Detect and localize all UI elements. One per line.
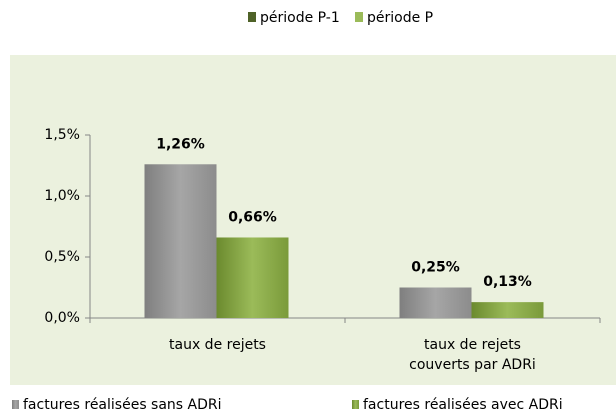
y-tick-label: 1,0% (44, 188, 80, 204)
plot-background (10, 55, 616, 385)
x-tick-label: taux de rejets (169, 337, 266, 353)
value-label: 0,66% (228, 209, 277, 225)
legend-label: période P (367, 10, 433, 26)
legend-label: factures réalisées avec ADRi (363, 397, 563, 413)
x-tick-label: taux de rejets couverts par ADRi (409, 337, 536, 373)
legend-swatch (12, 400, 19, 409)
legend-label: période P-1 (260, 10, 340, 26)
bar (399, 287, 472, 318)
y-tick-label: 0,5% (44, 249, 80, 265)
bar (216, 237, 289, 318)
legend-swatch (248, 12, 256, 22)
value-label: 0,13% (483, 274, 532, 290)
legend-swatch (352, 400, 359, 409)
y-tick-label: 1,5% (44, 127, 80, 143)
bar (471, 302, 544, 318)
value-label: 0,25% (411, 260, 460, 276)
bar (144, 164, 217, 318)
legend-swatch (355, 12, 363, 22)
y-tick-label: 0,0% (44, 310, 80, 326)
value-label: 1,26% (156, 136, 205, 152)
legend-label: factures réalisées sans ADRi (23, 397, 222, 413)
